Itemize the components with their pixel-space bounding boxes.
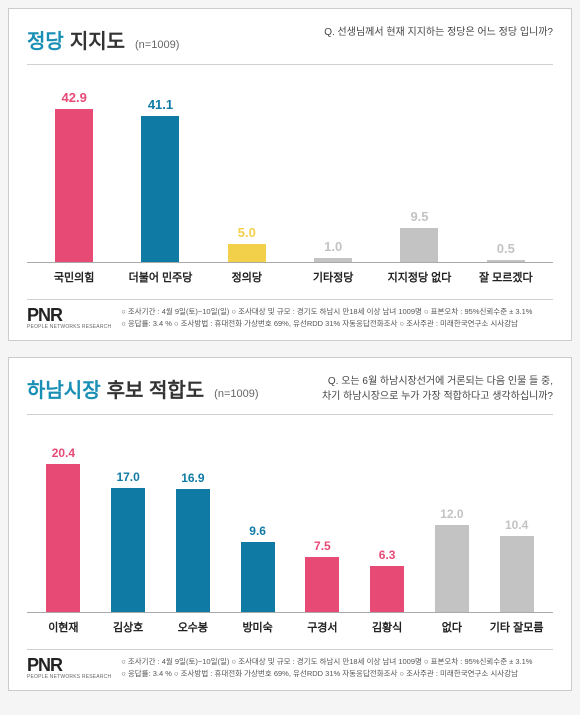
- footnote-line: ○ 응답률: 3.4 % ○ 조사방법 : 휴대전화 가상번호 69%, 유선R…: [121, 318, 532, 330]
- mayor-suitability-panel: 하남시장 후보 적합도 (n=1009) Q. 오는 6월 하남시장선거에 거론…: [8, 357, 572, 691]
- footnote-line: ○ 조사기간 : 4월 9일(토)~10일(일) ○ 조사대상 및 규모 : 경…: [121, 306, 532, 318]
- bar-labels: 이현재김상호오수봉방미숙구경서김황식없다기타 잘모름: [27, 613, 553, 649]
- survey-question: Q. 선생님께서 현재 지지하는 정당은 어느 정당 입니까?: [324, 25, 553, 40]
- panel-title: 정당 지지도 (n=1009): [27, 25, 179, 54]
- bar-value: 20.4: [52, 446, 75, 460]
- bar-col: 12.0: [420, 507, 485, 612]
- bar-col: 17.0: [96, 470, 161, 612]
- bar: [500, 536, 534, 612]
- bar-value: 16.9: [181, 471, 204, 485]
- logo-text: PNR: [27, 656, 111, 674]
- bar-value: 41.1: [148, 97, 173, 112]
- bar-col: 41.1: [117, 97, 203, 262]
- bar-labels: 국민의힘더불어 민주당정의당기타정당지지정당 없다잘 모르겠다: [27, 263, 553, 299]
- logo: PNR PEOPLE NETWORKS RESEARCH: [27, 306, 111, 330]
- bar-label: 정의당: [204, 269, 290, 285]
- bar-label: 기타 잘모름: [484, 619, 549, 635]
- bar-col: 9.6: [225, 524, 290, 612]
- bar-label: 김상호: [96, 619, 161, 635]
- bar-value: 7.5: [314, 539, 331, 553]
- logo-subtitle: PEOPLE NETWORKS RESEARCH: [27, 324, 111, 330]
- bar-label: 지지정당 없다: [376, 269, 462, 285]
- bar-value: 10.4: [505, 518, 528, 532]
- bar-label: 오수봉: [161, 619, 226, 635]
- bar-col: 1.0: [290, 239, 376, 262]
- bar: [55, 109, 93, 262]
- panel-footer: PNR PEOPLE NETWORKS RESEARCH ○ 조사기간 : 4월…: [27, 299, 553, 330]
- bar-label: 없다: [420, 619, 485, 635]
- sample-size: (n=1009): [135, 39, 179, 51]
- sample-size: (n=1009): [214, 388, 258, 400]
- logo-text: PNR: [27, 306, 111, 324]
- title-main: 후보 적합도: [107, 374, 205, 403]
- bar-col: 16.9: [161, 471, 226, 612]
- bar-value: 0.5: [497, 241, 515, 256]
- bar: [111, 488, 145, 612]
- bar: [228, 244, 266, 262]
- panel-title: 하남시장 후보 적합도 (n=1009): [27, 374, 259, 403]
- bar-value: 9.5: [410, 209, 428, 224]
- bar-col: 7.5: [290, 539, 355, 612]
- bar: [46, 464, 80, 612]
- bar-value: 1.0: [324, 239, 342, 254]
- footnote-line: ○ 응답률: 3.4 % ○ 조사방법 : 휴대전화 가상번호 69%, 유선R…: [121, 668, 532, 680]
- bar-col: 42.9: [31, 90, 117, 262]
- footnotes: ○ 조사기간 : 4월 9일(토)~10일(일) ○ 조사대상 및 규모 : 경…: [121, 306, 532, 330]
- bar: [305, 557, 339, 612]
- bar-label: 국민의힘: [31, 269, 117, 285]
- title-accent: 하남시장: [27, 374, 101, 403]
- bar: [487, 260, 525, 262]
- bar: [370, 566, 404, 612]
- bar-col: 5.0: [204, 225, 290, 262]
- bar-label: 이현재: [31, 619, 96, 635]
- logo: PNR PEOPLE NETWORKS RESEARCH: [27, 656, 111, 680]
- bar-chart: 42.9 41.1 5.0 1.0 9.5 0.5: [27, 83, 553, 263]
- bar-value: 5.0: [238, 225, 256, 240]
- bar-value: 17.0: [116, 470, 139, 484]
- survey-question: Q. 오는 6월 하남시장선거에 거론되는 다음 인물 들 중, 차기 하남시장…: [322, 374, 553, 404]
- bar-label: 기타정당: [290, 269, 376, 285]
- bar-col: 20.4: [31, 446, 96, 612]
- bar-value: 42.9: [62, 90, 87, 105]
- panel-header: 하남시장 후보 적합도 (n=1009) Q. 오는 6월 하남시장선거에 거론…: [27, 374, 553, 415]
- bar-col: 0.5: [463, 241, 549, 262]
- panel-header: 정당 지지도 (n=1009) Q. 선생님께서 현재 지지하는 정당은 어느 …: [27, 25, 553, 65]
- bar: [176, 489, 210, 612]
- panel-footer: PNR PEOPLE NETWORKS RESEARCH ○ 조사기간 : 4월…: [27, 649, 553, 680]
- title-accent: 정당: [27, 25, 64, 54]
- bar: [241, 542, 275, 612]
- bar: [314, 258, 352, 262]
- bar: [141, 116, 179, 262]
- bar-value: 12.0: [440, 507, 463, 521]
- bar-label: 방미숙: [225, 619, 290, 635]
- bar: [400, 228, 438, 262]
- bar-label: 김황식: [355, 619, 420, 635]
- title-main: 지지도: [70, 25, 125, 54]
- bar-label: 더불어 민주당: [117, 269, 203, 285]
- bar-label: 잘 모르겠다: [463, 269, 549, 285]
- bar-col: 9.5: [376, 209, 462, 262]
- logo-subtitle: PEOPLE NETWORKS RESEARCH: [27, 674, 111, 680]
- bar: [435, 525, 469, 612]
- bar-label: 구경서: [290, 619, 355, 635]
- bar-value: 9.6: [249, 524, 266, 538]
- party-support-panel: 정당 지지도 (n=1009) Q. 선생님께서 현재 지지하는 정당은 어느 …: [8, 8, 572, 341]
- bar-value: 6.3: [379, 548, 396, 562]
- bar-col: 10.4: [484, 518, 549, 612]
- footnote-line: ○ 조사기간 : 4월 9일(토)~10일(일) ○ 조사대상 및 규모 : 경…: [121, 656, 532, 668]
- footnotes: ○ 조사기간 : 4월 9일(토)~10일(일) ○ 조사대상 및 규모 : 경…: [121, 656, 532, 680]
- bar-chart: 20.4 17.0 16.9 9.6 7.5 6.3 12.0 10.4: [27, 433, 553, 613]
- bar-col: 6.3: [355, 548, 420, 612]
